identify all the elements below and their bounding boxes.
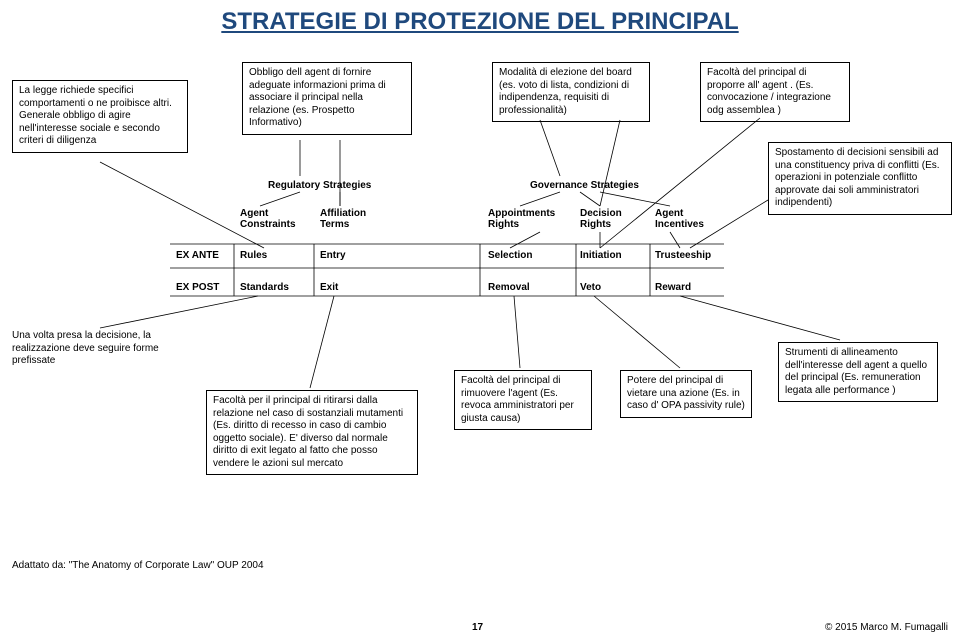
cell-veto: Veto xyxy=(580,282,601,293)
hdr-appointments-rights: Appointments Rights xyxy=(488,208,555,230)
cell-initiation: Initiation xyxy=(580,250,622,261)
box-veto: Potere del principal di vietare una azio… xyxy=(620,370,752,418)
cell-entry: Entry xyxy=(320,250,346,261)
box-election: Modalità di elezione del board (es. voto… xyxy=(492,62,650,122)
hdr-affiliation-terms: Affiliation Terms xyxy=(320,208,366,230)
cell-exit: Exit xyxy=(320,282,338,293)
box-proposal: Facoltà del principal di proporre all' a… xyxy=(700,62,850,122)
hdr-agent-incentives: Agent Incentives xyxy=(655,208,704,230)
footer-source: Adattato da: "The Anatomy of Corporate L… xyxy=(12,560,264,571)
cell-trusteeship: Trusteeship xyxy=(655,250,711,261)
intro-text: Una volta presa la decisione, la realizz… xyxy=(12,330,192,368)
cell-standards: Standards xyxy=(240,282,289,293)
row-ex-post: EX POST xyxy=(176,282,219,293)
page-number: 17 xyxy=(472,622,483,633)
box-removal: Facoltà del principal di rimuovere l'age… xyxy=(454,370,592,430)
cell-removal: Removal xyxy=(488,282,530,293)
page-title: STRATEGIE DI PROTEZIONE DEL PRINCIPAL xyxy=(0,0,960,36)
row-ex-ante: EX ANTE xyxy=(176,250,219,261)
hdr-governance: Governance Strategies xyxy=(530,180,639,191)
box-law: La legge richiede specifici comportament… xyxy=(12,80,188,153)
hdr-decision-rights: Decision Rights xyxy=(580,208,622,230)
box-decisions: Spostamento di decisioni sensibili ad un… xyxy=(768,142,952,215)
box-obligation: Obbligo dell agent di fornire adeguate i… xyxy=(242,62,412,135)
box-withdrawal: Facoltà per il principal di ritirarsi da… xyxy=(206,390,418,475)
box-alignment: Strumenti di allineamento dell'interesse… xyxy=(778,342,938,402)
cell-selection: Selection xyxy=(488,250,532,261)
cell-reward: Reward xyxy=(655,282,691,293)
footer-copyright: © 2015 Marco M. Fumagalli xyxy=(825,622,948,633)
hdr-agent-constraints: Agent Constraints xyxy=(240,208,296,230)
hdr-regulatory: Regulatory Strategies xyxy=(268,180,371,191)
cell-rules: Rules xyxy=(240,250,267,261)
